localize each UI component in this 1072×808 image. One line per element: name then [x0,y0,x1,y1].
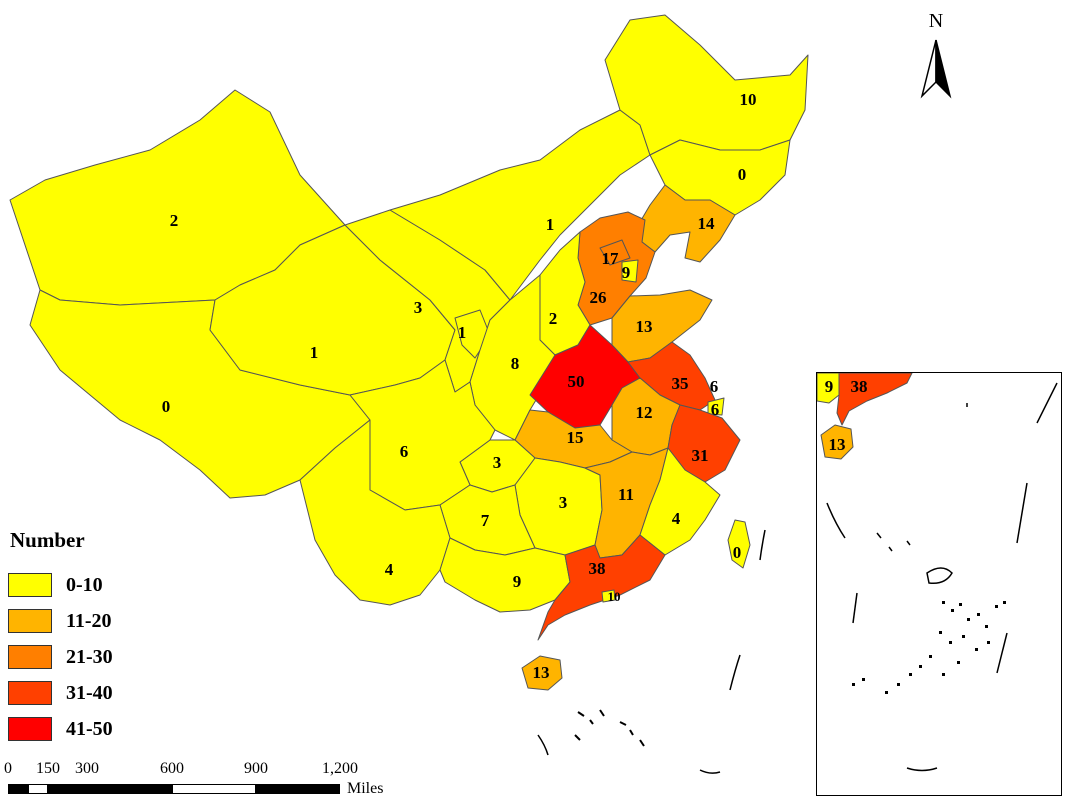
province-hainan [521,655,563,691]
region-label: 13 [636,317,653,336]
inset-hainan [820,424,854,460]
inset-label: 13 [829,435,846,454]
region-label: 10 [740,90,757,109]
region-label: 6 [711,400,720,419]
region-label: 3 [559,493,568,512]
province-inner-mongolia [389,109,651,301]
scale-segment [87,784,172,794]
province-tianjin [621,259,639,283]
region-label: 4 [672,509,681,528]
legend-item: 11-20 [8,603,208,639]
scale-tick: 150 [36,760,60,777]
region-label: 6 [400,442,409,461]
scale-segment [48,784,87,794]
province-shanghai [707,397,725,416]
province-shapes [9,14,809,691]
region-label: 0 [733,543,742,562]
legend-label: 11-20 [66,609,112,632]
region-label: 4 [385,560,394,579]
region-label: 13 [533,663,550,682]
region-label: 0 [738,165,747,184]
legend-label: 21-30 [66,645,113,668]
region-label: 26 [590,288,607,307]
legend-item: 31-40 [8,675,208,711]
inset-label: 38 [851,377,868,396]
region-label: 7 [481,511,490,530]
scale-bar: 0 150 300 600 900 1,200 Miles [0,760,400,804]
province-beijing [599,239,631,266]
inset-guangdong [836,373,913,426]
south-sea-islands [537,529,766,774]
region-label: 17 [602,249,620,268]
scale-unit: Miles [347,780,384,797]
region-label: 9 [622,263,631,282]
region-label: 38 [589,559,606,578]
inset-label: 9 [825,377,834,396]
region-value-labels: 2 1 0 3 1 6 4 8 1 10 0 14 17 9 26 2 13 5… [162,90,757,682]
scale-tick: 300 [75,760,99,777]
region-label: 1 [458,323,467,342]
scale-tick: 600 [160,760,184,777]
north-arrow-icon [920,39,952,99]
legend-item: 41-50 [8,711,208,747]
province-taiwan [727,519,751,569]
legend-swatch [8,681,52,705]
region-label: 12 [636,403,653,422]
legend-item: 21-30 [8,639,208,675]
region-label: 3 [414,298,423,317]
legend-swatch [8,573,52,597]
region-label: 35 [672,374,689,393]
legend-title: Number [10,528,85,552]
region-label: 15 [567,428,584,447]
scale-tick: 1,200 [322,760,358,777]
scale-segment [8,784,28,794]
region-label: 10 [608,589,621,604]
region-label: 0 [162,397,171,416]
legend: Number 0-10 11-20 21-30 31-40 41-50 [8,528,208,753]
south-china-sea-inset: 9 38 13 [816,372,1062,796]
legend-label: 41-50 [66,717,113,740]
region-label: 2 [549,309,558,328]
inset-map: 9 38 13 [817,373,1058,772]
region-label: 50 [568,372,585,391]
region-label: 14 [698,214,716,233]
region-label: 9 [513,572,522,591]
legend-swatch [8,717,52,741]
province-hong-kong-macau [601,589,616,603]
scale-segment [172,784,256,794]
region-label: 31 [692,446,709,465]
north-arrow: N [914,10,958,100]
scale-tick: 0 [4,760,12,777]
legend-swatch [8,645,52,669]
region-label: 2 [170,211,179,230]
region-label: 6 [710,377,719,396]
region-label: 1 [310,343,319,362]
north-letter: N [928,10,944,32]
legend-swatch [8,609,52,633]
inset-guangxi [817,373,840,404]
region-label: 3 [493,453,502,472]
scale-segment [256,784,340,794]
scale-segment [28,784,48,794]
legend-label: 0-10 [66,573,103,596]
legend-item: 0-10 [8,567,208,603]
legend-label: 31-40 [66,681,113,704]
scale-tick: 900 [244,760,268,777]
region-label: 8 [511,354,520,373]
region-label: 1 [546,215,555,234]
region-label: 11 [618,485,634,504]
